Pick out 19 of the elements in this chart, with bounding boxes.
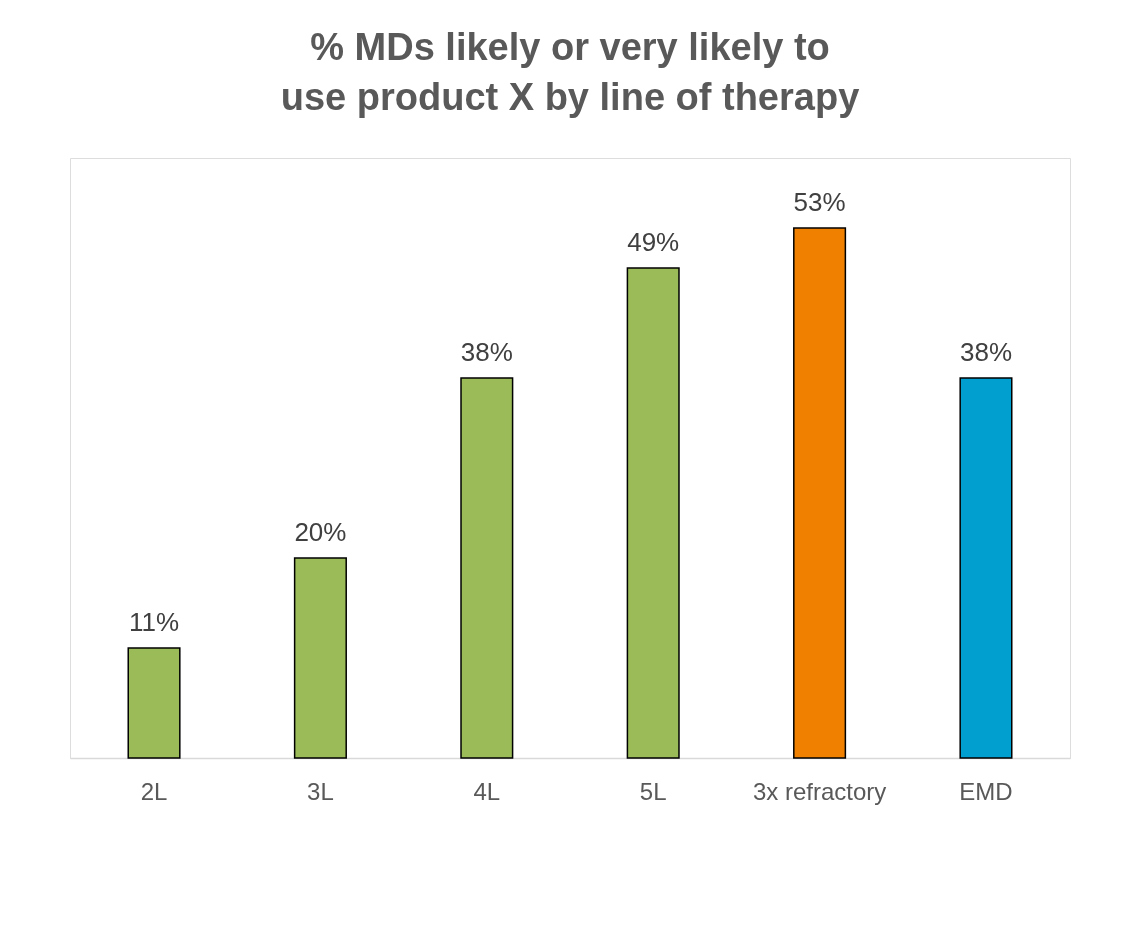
bar: [793, 227, 847, 759]
bar: [293, 557, 347, 759]
x-tick-label: 3x refractory: [752, 777, 887, 805]
bar: [460, 377, 514, 759]
data-label: 53%: [793, 187, 846, 217]
x-tick-label: EMD: [959, 777, 1013, 805]
bar: [127, 647, 181, 759]
x-tick-label: 3L: [307, 777, 334, 805]
bar: [626, 267, 680, 759]
x-tick-label: 2L: [140, 777, 168, 805]
data-label: 38%: [460, 337, 513, 367]
data-label: 49%: [627, 227, 680, 257]
data-label: 38%: [959, 337, 1012, 367]
x-tick-label: 5L: [639, 777, 667, 805]
data-label: 11%: [128, 607, 180, 637]
chart-title: % MDs likely or very likely to use product X by line of therapy: [280, 26, 860, 118]
data-label: 20%: [294, 517, 347, 547]
x-tick-label: 4L: [473, 777, 501, 805]
bar: [959, 377, 1013, 759]
